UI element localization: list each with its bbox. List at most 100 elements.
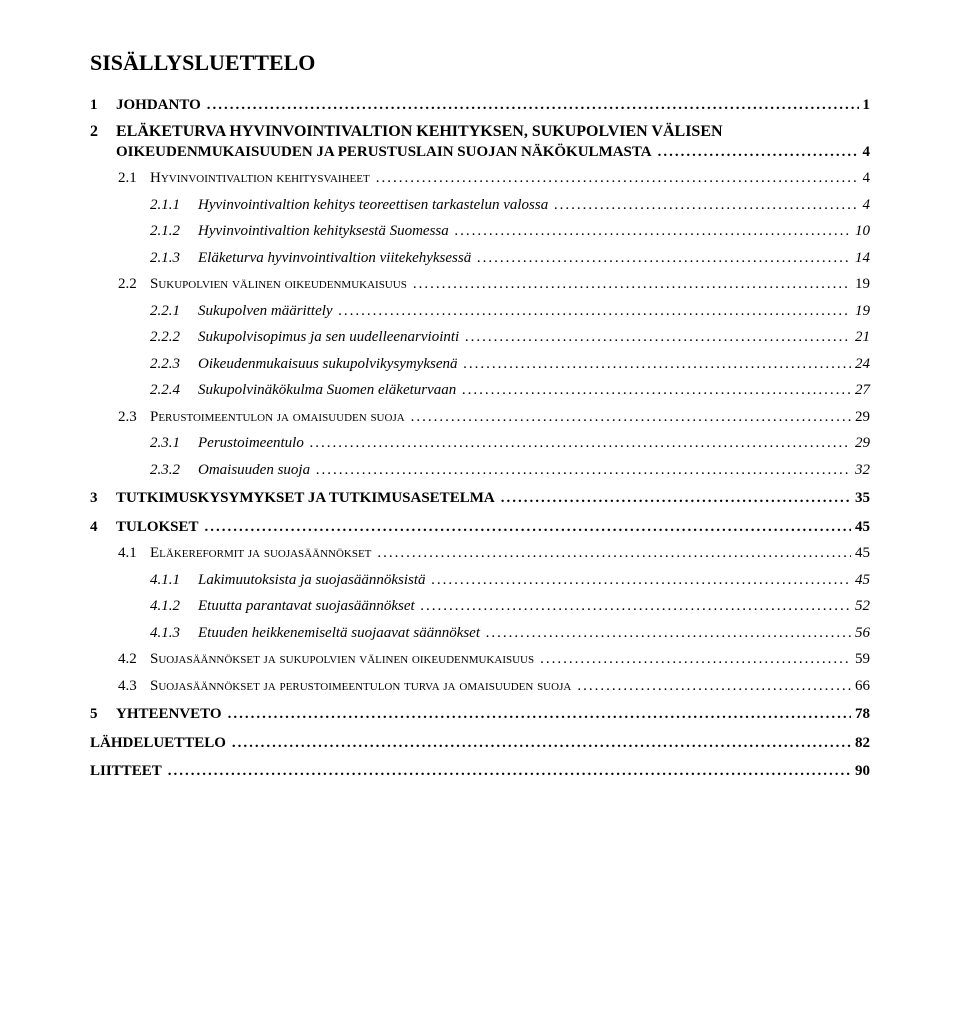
toc-entry: LÄHDELUETTELO 82 (90, 732, 870, 755)
document-page: { "title": "SISÄLLYSLUETTELO", "toc": { … (0, 0, 960, 833)
toc-number: 5 (90, 703, 116, 726)
toc-text: Hyvinvointivaltion kehitysvaiheet (150, 170, 370, 186)
toc-entry: 2.3Perustoimeentulon ja omaisuuden suoja… (118, 406, 870, 429)
dot-leader (205, 516, 851, 539)
toc-text-multiline: ELÄKETURVA HYVINVOINTIVALTION KEHITYKSEN… (116, 123, 870, 141)
dot-leader (462, 379, 851, 402)
toc-text: Etuutta parantavat suojasäännökset (198, 598, 415, 614)
toc-text: JOHDANTO (116, 97, 201, 113)
toc-number: 4.1 (118, 542, 150, 565)
toc-text: Sukupolvien välinen oikeudenmukaisuus (150, 276, 407, 292)
toc-entry: 2.1.1Hyvinvointivaltion kehitys teoreett… (150, 194, 870, 217)
toc-number: 1 (90, 94, 116, 117)
dot-leader (376, 167, 859, 190)
toc-text: Hyvinvointivaltion kehitys teoreettisen … (198, 197, 548, 213)
dot-leader (486, 622, 851, 645)
dot-leader (421, 595, 851, 618)
dot-leader (465, 326, 851, 349)
toc-page: 52 (851, 595, 870, 618)
toc-entry: 4.3Suojasäännökset ja perustoimeentulon … (118, 675, 870, 698)
toc-number: 2.3.2 (150, 459, 198, 482)
toc-text: YHTEENVETO (116, 706, 222, 722)
dot-leader (477, 247, 851, 270)
toc-text: Sukupolvinäkökulma Suomen eläketurvaan (198, 382, 456, 398)
toc-entry: 2.2.3Oikeudenmukaisuus sukupolvikysymyks… (150, 353, 870, 376)
toc-page: 4 (859, 141, 871, 164)
dot-leader (554, 194, 858, 217)
toc-text: LIITTEET (90, 760, 168, 783)
toc-text: Suojasäännökset ja perustoimeentulon tur… (150, 678, 571, 694)
dot-leader (310, 432, 851, 455)
toc-page: 14 (851, 247, 870, 270)
dot-leader (464, 353, 852, 376)
toc-page: 66 (851, 675, 870, 698)
toc-text: Perustoimeentulo (198, 435, 304, 451)
toc-number: 2.1 (118, 167, 150, 190)
toc-page: 59 (851, 648, 870, 671)
toc-text-cont: OIKEUDENMUKAISUUDEN JA PERUSTUSLAIN SUOJ… (116, 141, 658, 164)
toc-number: 3 (90, 487, 116, 510)
toc-entry: 4TULOKSET 45 (90, 516, 870, 539)
toc-page: 24 (851, 353, 870, 376)
toc-number: 4.1.3 (150, 622, 198, 645)
toc-entry: 2.3.1Perustoimeentulo 29 (150, 432, 870, 455)
toc-page: 29 (851, 432, 870, 455)
toc-page: 4 (859, 167, 871, 190)
toc-number: 2.2.3 (150, 353, 198, 376)
toc-entry: 4.1.3Etuuden heikkenemiseltä suojaavat s… (150, 622, 870, 645)
toc-page: 1 (859, 94, 871, 117)
toc-page: 19 (851, 300, 870, 323)
toc-number: 2.2 (118, 273, 150, 296)
toc-page: 78 (851, 703, 870, 726)
dot-leader (577, 675, 851, 698)
toc-page: 82 (851, 732, 870, 755)
toc-page: 45 (851, 542, 870, 565)
toc-number: 4.2 (118, 648, 150, 671)
toc-text: Lakimuutoksista ja suojasäännöksistä (198, 572, 426, 588)
toc-text: Sukupolvisopimus ja sen uudelleenarvioin… (198, 329, 459, 345)
toc-entry: LIITTEET 90 (90, 760, 870, 783)
toc-entry: 2.1Hyvinvointivaltion kehitysvaiheet 4 (118, 167, 870, 190)
toc-entry: 1JOHDANTO 1 (90, 94, 870, 117)
toc-number: 2.2.1 (150, 300, 198, 323)
toc-page: 90 (851, 760, 870, 783)
dot-leader (411, 406, 851, 429)
toc-text: Suojasäännökset ja sukupolvien välinen o… (150, 651, 534, 667)
dot-leader (501, 487, 851, 510)
toc-text: TUTKIMUSKYSYMYKSET JA TUTKIMUSASETELMA (116, 490, 495, 506)
dot-leader (413, 273, 851, 296)
toc-number: 2.3.1 (150, 432, 198, 455)
toc-page: 10 (851, 220, 870, 243)
toc-page: 21 (851, 326, 870, 349)
toc-number: 2.3 (118, 406, 150, 429)
toc-entry: 2.2Sukupolvien välinen oikeudenmukaisuus… (118, 273, 870, 296)
toc-text: LÄHDELUETTELO (90, 732, 232, 755)
toc-number: 4.3 (118, 675, 150, 698)
toc-number: 4.1.2 (150, 595, 198, 618)
toc-entry: 2.2.2Sukupolvisopimus ja sen uudelleenar… (150, 326, 870, 349)
toc-text: Etuuden heikkenemiseltä suojaavat säännö… (198, 625, 480, 641)
toc-page: 45 (851, 569, 870, 592)
toc-text: Hyvinvointivaltion kehityksestä Suomessa (198, 223, 449, 239)
toc-entry: 2.2.4Sukupolvinäkökulma Suomen eläketurv… (150, 379, 870, 402)
dot-leader (339, 300, 851, 323)
toc-page: 56 (851, 622, 870, 645)
toc-entry: 4.1Eläkereformit ja suojasäännökset 45 (118, 542, 870, 565)
dot-leader (377, 542, 851, 565)
toc-number: 2.1.1 (150, 194, 198, 217)
toc-text: Sukupolven määrittely (198, 303, 333, 319)
toc-number: 4 (90, 516, 116, 539)
toc-entry: 2.1.3Eläketurva hyvinvointivaltion viite… (150, 247, 870, 270)
toc-entry: 2.2.1Sukupolven määrittely 19 (150, 300, 870, 323)
dot-leader (228, 703, 851, 726)
dot-leader (432, 569, 851, 592)
toc-entry: 4.1.2Etuutta parantavat suojasäännökset … (150, 595, 870, 618)
toc-entry: 5YHTEENVETO 78 (90, 703, 870, 726)
toc-entry: 3TUTKIMUSKYSYMYKSET JA TUTKIMUSASETELMA … (90, 487, 870, 510)
toc-number: 2 (90, 123, 116, 141)
toc-page: 45 (851, 516, 870, 539)
dot-leader (455, 220, 851, 243)
toc-number: 2.2.4 (150, 379, 198, 402)
page-title: SISÄLLYSLUETTELO (90, 50, 870, 76)
toc-text: Perustoimeentulon ja omaisuuden suoja (150, 409, 405, 425)
